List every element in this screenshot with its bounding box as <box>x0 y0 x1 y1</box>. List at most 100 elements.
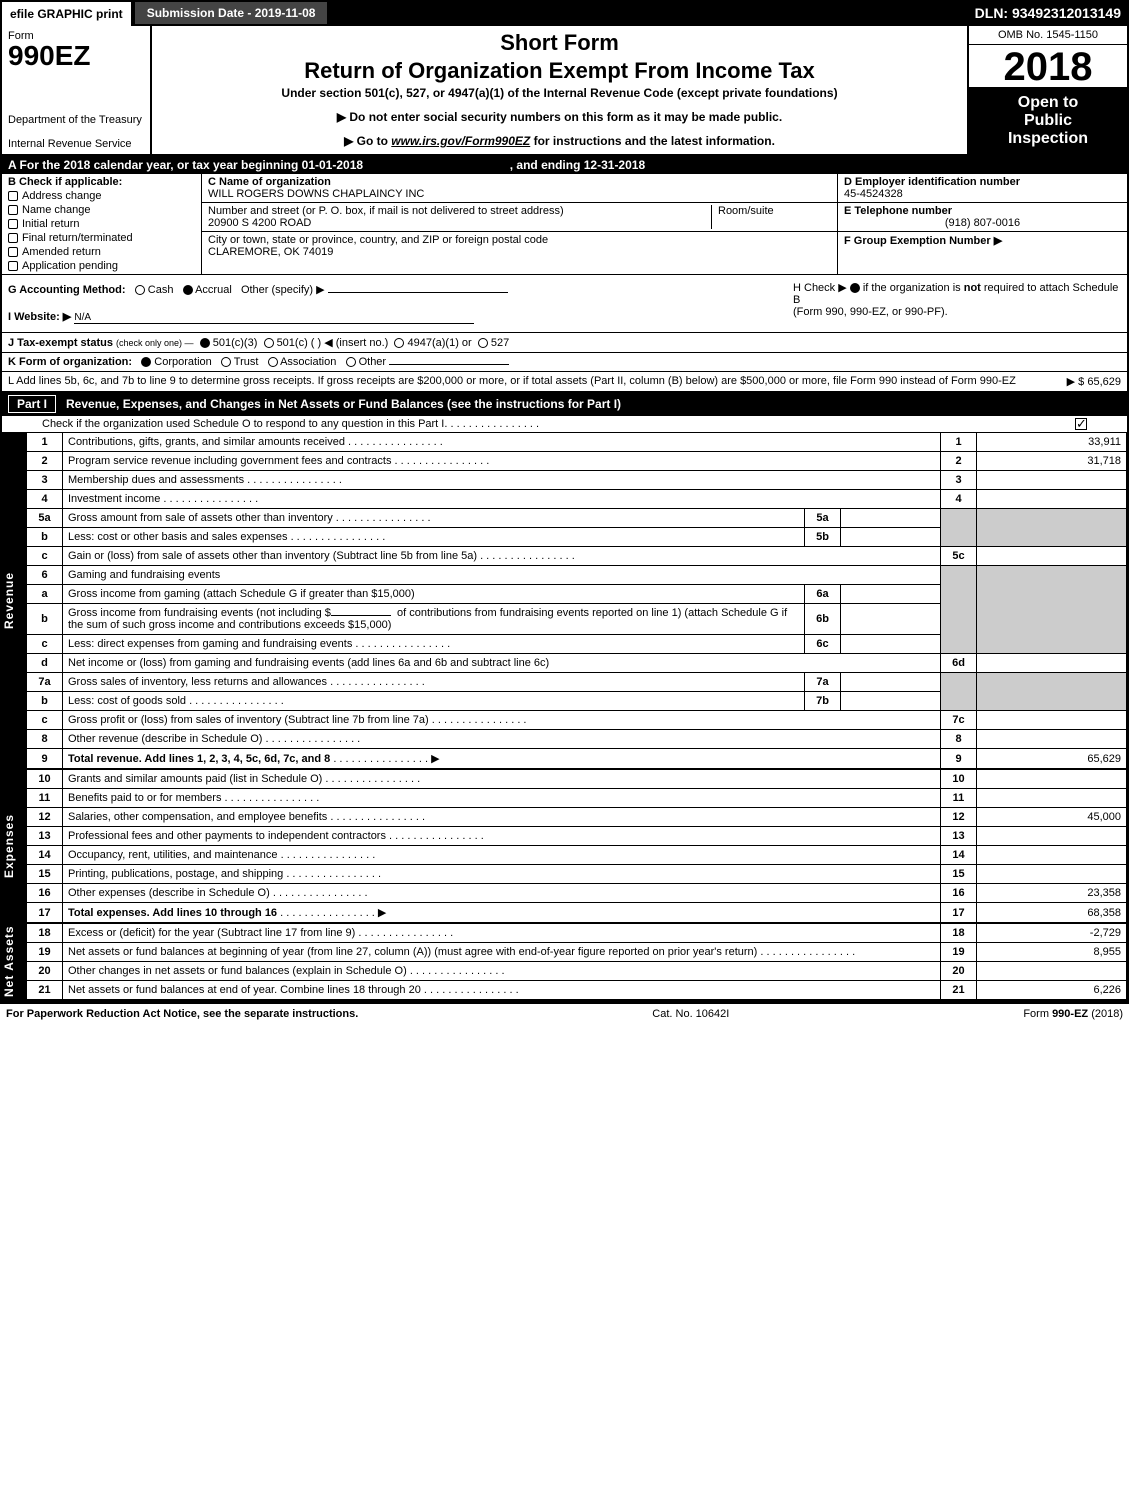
line-19: 19Net assets or fund balances at beginni… <box>27 943 1127 962</box>
line-6a: aGross income from gaming (attach Schedu… <box>27 585 1127 604</box>
h-text4: (Form 990, 990-EZ, or 990-PF). <box>793 306 948 318</box>
line-7a: 7aGross sales of inventory, less returns… <box>27 673 1127 692</box>
row-k: K Form of organization: Corporation Trus… <box>2 353 1127 372</box>
l-text: L Add lines 5b, 6c, and 7b to line 9 to … <box>8 375 1057 388</box>
period-begin: A For the 2018 calendar year, or tax yea… <box>8 158 363 172</box>
line-13: 13Professional fees and other payments t… <box>27 827 1127 846</box>
footer-form-ref: Form 990-EZ (2018) <box>1023 1008 1123 1020</box>
header-left: Form 990EZ Department of the Treasury In… <box>2 26 152 154</box>
net-assets-section: Net Assets 18Excess or (deficit) for the… <box>2 923 1127 1000</box>
line-18: 18Excess or (deficit) for the year (Subt… <box>27 924 1127 943</box>
line-6d: dNet income or (loss) from gaming and fu… <box>27 654 1127 673</box>
footer-left: For Paperwork Reduction Act Notice, see … <box>6 1008 358 1020</box>
schedule-o-checkbox[interactable] <box>1075 418 1087 430</box>
part-1-sub: Check if the organization used Schedule … <box>2 416 1127 432</box>
col-b-header: B Check if applicable: <box>8 176 195 188</box>
addr-label: Number and street (or P. O. box, if mail… <box>208 205 711 217</box>
radio-4947[interactable] <box>394 338 404 348</box>
line-6c: cLess: direct expenses from gaming and f… <box>27 635 1127 654</box>
line-10: 10Grants and similar amounts paid (list … <box>27 770 1127 789</box>
tel-label: E Telephone number <box>844 205 1121 217</box>
website-value: N/A <box>74 312 474 324</box>
efile-graphic-print: efile GRAPHIC print <box>0 0 133 26</box>
radio-527[interactable] <box>478 338 488 348</box>
short-form-title: Short Form <box>158 30 961 56</box>
revenue-side-label: Revenue <box>2 432 26 769</box>
h-text2: if the organization is <box>863 282 964 294</box>
line-1: 1Contributions, gifts, grants, and simil… <box>27 433 1127 452</box>
line-7c: cGross profit or (loss) from sales of in… <box>27 711 1127 730</box>
revenue-table: 1Contributions, gifts, grants, and simil… <box>26 432 1127 769</box>
form-container: Form 990EZ Department of the Treasury In… <box>0 26 1129 1002</box>
line-6: 6Gaming and fundraising events <box>27 566 1127 585</box>
period-end: , and ending 12-31-2018 <box>510 158 645 172</box>
chk-final-return[interactable]: Final return/terminated <box>8 232 195 244</box>
radio-cash[interactable] <box>135 285 145 295</box>
line-11: 11Benefits paid to or for members11 <box>27 789 1127 808</box>
h-label: H Check ▶ <box>793 282 847 294</box>
form-header: Form 990EZ Department of the Treasury In… <box>2 26 1127 156</box>
tel-value: (918) 807-0016 <box>844 217 1121 229</box>
line-8: 8Other revenue (describe in Schedule O)8 <box>27 730 1127 749</box>
footer-cat-no: Cat. No. 10642I <box>358 1008 1023 1020</box>
line-9: 9Total revenue. Add lines 1, 2, 3, 4, 5c… <box>27 749 1127 769</box>
revenue-section: Revenue 1Contributions, gifts, grants, a… <box>2 432 1127 769</box>
k-label: K Form of organization: <box>8 356 132 368</box>
open-line1: Open to <box>971 94 1125 112</box>
chk-amended-return[interactable]: Amended return <box>8 246 195 258</box>
main-title: Return of Organization Exempt From Incom… <box>158 58 961 84</box>
column-c: C Name of organization WILL ROGERS DOWNS… <box>202 174 837 274</box>
j-label: J Tax-exempt status <box>8 337 113 349</box>
irs-link[interactable]: www.irs.gov/Form990EZ <box>391 134 530 148</box>
internal-revenue-service: Internal Revenue Service <box>8 138 144 150</box>
accounting-method-label: G Accounting Method: <box>8 284 126 296</box>
line-14: 14Occupancy, rent, utilities, and mainte… <box>27 846 1127 865</box>
column-d-e-f: D Employer identification number 45-4524… <box>837 174 1127 274</box>
omb-number: OMB No. 1545-1150 <box>969 26 1127 45</box>
l-amount: ▶ $ 65,629 <box>1067 375 1121 388</box>
ein-label: D Employer identification number <box>844 176 1121 188</box>
h-not: not <box>964 282 981 294</box>
other-specify-input[interactable] <box>328 292 508 293</box>
radio-corporation[interactable] <box>141 357 151 367</box>
radio-501c[interactable] <box>264 338 274 348</box>
radio-501c3[interactable] <box>200 338 210 348</box>
radio-other-org[interactable] <box>346 357 356 367</box>
row-g: G Accounting Method: Cash Accrual Other … <box>2 275 787 332</box>
chk-initial-return[interactable]: Initial return <box>8 218 195 230</box>
period-row: A For the 2018 calendar year, or tax yea… <box>2 156 1127 174</box>
line-6b: bGross income from fundraising events (n… <box>27 604 1127 635</box>
radio-trust[interactable] <box>221 357 231 367</box>
room-suite: Room/suite <box>711 205 831 229</box>
line-3: 3Membership dues and assessments3 <box>27 471 1127 490</box>
line-5c: cGain or (loss) from sale of assets othe… <box>27 547 1127 566</box>
city-label: City or town, state or province, country… <box>208 234 831 246</box>
note-goto: ▶ Go to www.irs.gov/Form990EZ for instru… <box>158 134 961 148</box>
chk-name-change[interactable]: Name change <box>8 204 195 216</box>
line-2: 2Program service revenue including gover… <box>27 452 1127 471</box>
subtitle: Under section 501(c), 527, or 4947(a)(1)… <box>158 86 961 100</box>
line-5a: 5aGross amount from sale of assets other… <box>27 509 1127 528</box>
expenses-table: 10Grants and similar amounts paid (list … <box>26 769 1127 923</box>
info-grid: B Check if applicable: Address change Na… <box>2 174 1127 275</box>
chk-address-change[interactable]: Address change <box>8 190 195 202</box>
line-21: 21Net assets or fund balances at end of … <box>27 981 1127 1000</box>
radio-accrual[interactable] <box>183 285 193 295</box>
note-ssn: ▶ Do not enter social security numbers o… <box>158 110 961 124</box>
line-15: 15Printing, publications, postage, and s… <box>27 865 1127 884</box>
website-label: I Website: ▶ <box>8 311 71 323</box>
radio-h-check[interactable] <box>850 283 860 293</box>
j-note: (check only one) — <box>116 338 194 348</box>
net-assets-table: 18Excess or (deficit) for the year (Subt… <box>26 923 1127 1000</box>
row-h: H Check ▶ if the organization is not req… <box>787 275 1127 332</box>
chk-application-pending[interactable]: Application pending <box>8 260 195 272</box>
net-assets-side-label: Net Assets <box>2 923 26 1000</box>
note-goto-prefix: ▶ Go to <box>344 134 391 148</box>
row-l: L Add lines 5b, 6c, and 7b to line 9 to … <box>2 372 1127 392</box>
radio-association[interactable] <box>268 357 278 367</box>
department-treasury: Department of the Treasury <box>8 114 144 126</box>
note-goto-suffix: for instructions and the latest informat… <box>530 134 775 148</box>
line-12: 12Salaries, other compensation, and empl… <box>27 808 1127 827</box>
page-footer: For Paperwork Reduction Act Notice, see … <box>0 1002 1129 1024</box>
expenses-section: Expenses 10Grants and similar amounts pa… <box>2 769 1127 923</box>
